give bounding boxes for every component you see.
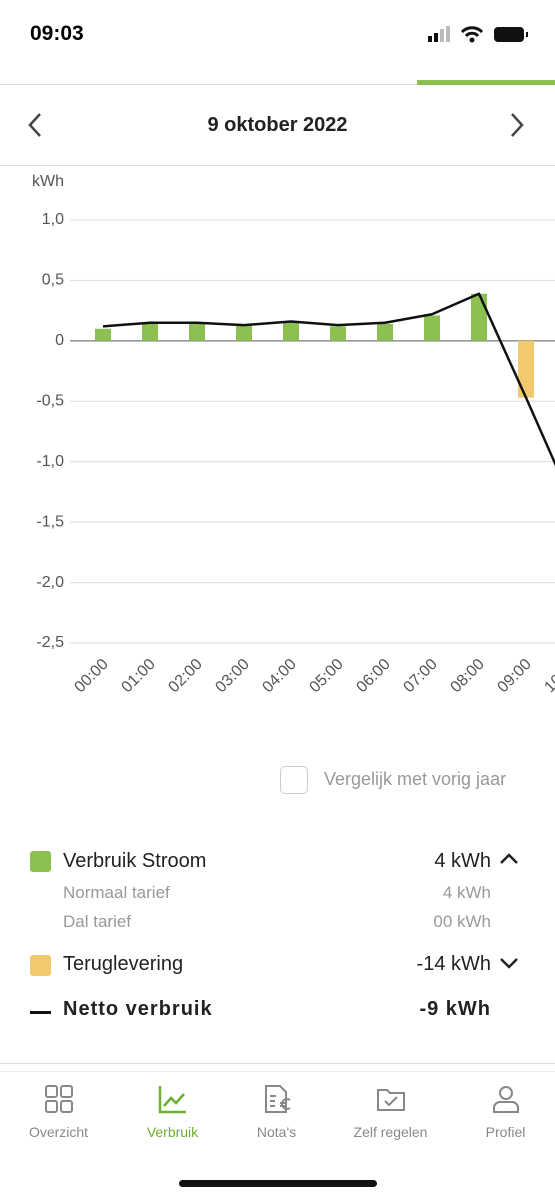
next-button[interactable] — [508, 112, 528, 138]
tab-indicator — [417, 80, 555, 85]
nav-item[interactable]: Overzicht — [3, 1084, 114, 1140]
nav-label: Nota's — [256, 1124, 297, 1140]
tariff-value: 00 kWh — [433, 912, 491, 931]
status-icons — [428, 26, 528, 43]
nav-label: Profiel — [485, 1124, 526, 1140]
divider — [0, 1063, 555, 1064]
nav-label: Zelf regelen — [353, 1124, 428, 1140]
nav-label: Verbruik — [146, 1124, 199, 1140]
x-tick-label: 06:00 — [353, 656, 393, 696]
bar — [424, 315, 440, 341]
legend-name: Teruglevering — [63, 953, 184, 975]
nav-item[interactable]: Verbruik — [117, 1084, 228, 1140]
tariff-value: 4 kWh — [442, 883, 491, 902]
compare-label: Vergelijk met vorig jaar — [324, 769, 507, 789]
tariff-label: Dal tarief — [63, 912, 132, 931]
y-tick-label: 1,0 — [42, 211, 64, 228]
date-title: 9 oktober 2022 — [207, 114, 348, 136]
tariff-value: 00 kWh — [30, 912, 491, 932]
legend-name: Netto verbruik — [63, 998, 213, 1020]
bar — [189, 322, 205, 341]
nav-item[interactable]: Zelf regelen — [335, 1084, 446, 1140]
y-tick-label: 0,5 — [42, 272, 64, 289]
tariff-label: Normaal tarief — [63, 883, 170, 902]
nav-icon — [158, 1086, 186, 1114]
nav-icon — [264, 1085, 291, 1113]
bar — [377, 323, 393, 341]
x-tick-label: 05:00 — [306, 656, 346, 696]
status-time: 09:03 — [30, 22, 84, 45]
bar — [236, 325, 252, 341]
x-tick-label: 10:00 — [541, 656, 555, 696]
y-tick-label: -1,0 — [36, 453, 64, 470]
divider — [0, 165, 555, 166]
y-axis-label: kWh — [32, 173, 64, 190]
expand-toggle[interactable] — [498, 956, 520, 970]
bar — [142, 322, 158, 341]
nav-item[interactable]: Profiel — [450, 1084, 555, 1140]
y-tick-label: -0,5 — [36, 393, 64, 410]
legend-swatch — [30, 851, 51, 872]
nav-item[interactable]: Nota's — [221, 1084, 332, 1140]
tariff-value: 4 kWh — [30, 883, 491, 903]
y-tick-label: 0 — [55, 332, 64, 349]
x-tick-label: 07:00 — [400, 656, 440, 696]
y-tick-label: -2,5 — [36, 634, 64, 651]
nav-icon — [44, 1085, 73, 1113]
legend-swatch — [30, 955, 51, 976]
nav-label: Overzicht — [28, 1124, 89, 1140]
x-tick-label: 08:00 — [447, 656, 487, 696]
bar — [330, 326, 346, 341]
x-tick-label: 04:00 — [259, 656, 299, 696]
legend-name: Verbruik Stroom — [63, 850, 207, 872]
bar — [471, 293, 487, 341]
collapse-toggle[interactable] — [498, 852, 520, 866]
summary-value: -9 kWh — [419, 998, 491, 1020]
home-indicator — [179, 1180, 377, 1187]
x-tick-label: 00:00 — [71, 656, 111, 696]
prev-button[interactable] — [26, 112, 46, 138]
compare-checkbox[interactable] — [280, 766, 308, 794]
bar — [95, 328, 111, 341]
legend-line — [30, 1011, 51, 1014]
line — [102, 292, 555, 467]
y-tick-label: -1,5 — [36, 513, 64, 530]
divider — [0, 84, 555, 85]
nav-icon — [492, 1086, 519, 1113]
x-tick-label: 01:00 — [118, 656, 158, 696]
nav-icon — [376, 1089, 405, 1111]
chart: kWh 1,0 0,5 0 -0,5 -1,0 -1,5 -2,0 -2,5 00:00 01:0… — [32, 173, 555, 696]
y-tick-label: -2,0 — [36, 574, 64, 591]
bar — [283, 322, 299, 341]
bar — [518, 340, 534, 398]
x-tick-label: 02:00 — [165, 656, 205, 696]
divider — [0, 1071, 555, 1072]
x-tick-label: 03:00 — [212, 656, 252, 696]
x-tick-label: 09:00 — [494, 656, 534, 696]
summary-value: 4 kWh — [434, 850, 491, 872]
summary-value: -14 kWh — [416, 953, 491, 975]
